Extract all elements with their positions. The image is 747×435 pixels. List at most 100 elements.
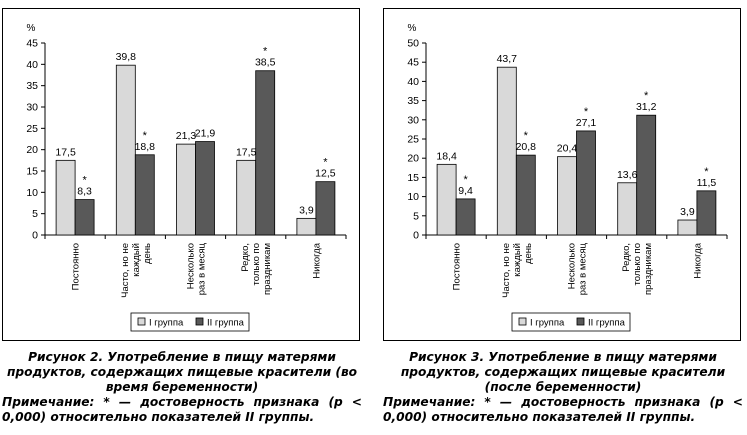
c2-category-label: Никогда — [692, 242, 703, 278]
caption-block-2: Рисунок 3. Употребление в пищу матерями … — [383, 350, 743, 425]
c2-bar — [557, 156, 577, 236]
c2-y-tick-label: 35 — [407, 95, 419, 107]
c2-y-tick-label: 5 — [413, 210, 419, 222]
c2-y-tick-label: 30 — [407, 114, 419, 126]
c1-bar — [296, 217, 317, 236]
c1-category-label: Несколькораз в месяц — [186, 242, 208, 295]
c2-bar — [455, 198, 476, 236]
c1-category-label-line: каждый — [131, 243, 142, 277]
c1-y-tick-label: 30 — [26, 102, 38, 114]
c1-data-label: 8,3 — [77, 186, 92, 198]
c1-data-label: 21,9 — [195, 128, 216, 140]
caption-block-1: Рисунок 2. Употребление в пищу матерями … — [2, 350, 362, 425]
c2-bar — [496, 66, 517, 236]
c2-y-tick-label: 0 — [413, 230, 419, 242]
c1-category-label: Редко,только попраздникам — [240, 243, 273, 295]
c2-y-tick-label: 15 — [407, 172, 419, 184]
c2-data-label: 20,4 — [557, 143, 578, 155]
c2-category-label-line: Редко, — [621, 243, 632, 272]
c2-category-label-line: Часто, но не — [501, 243, 512, 298]
c2-legend-box — [511, 312, 631, 332]
c1-category-label-line: Несколько — [186, 243, 197, 289]
c1-y-tick-label: 45 — [26, 38, 38, 50]
c1-y-tick-label: 20 — [26, 144, 38, 156]
c1-bar — [315, 181, 336, 236]
chart-2-svg: %0510152025303540455018,49,4*Постоянно43… — [407, 23, 728, 332]
chart-panel-1: % 0 5 10 15 20 25 30 35 40 45 17,5 8,3 * Постоянно 39,8… — [2, 8, 360, 341]
c2-data-label: 11,5 — [697, 177, 717, 189]
c1-data-label: 39,8 — [116, 51, 137, 63]
c2-legend-label: I группа — [530, 318, 565, 329]
c1-data-label: 17,5 — [55, 146, 76, 158]
c2-bar — [696, 190, 717, 236]
c1-category-label-line: день — [142, 243, 153, 264]
figure-note-2: Примечание: * — достоверность признака (… — [383, 395, 743, 424]
c1-significance-mark: * — [82, 175, 87, 187]
c1-y-tick-label: 5 — [32, 208, 38, 220]
c1-y-tick-label: 25 — [26, 123, 38, 135]
c1-category-label-line: только по — [251, 243, 262, 285]
c2-bar — [677, 219, 698, 236]
c1-data-label: 17,5 — [236, 146, 257, 158]
c2-category-label-line: Постоянно — [452, 243, 463, 290]
c1-category-label-line: праздникам — [262, 243, 273, 295]
c2-y-tick-label: 20 — [407, 153, 419, 165]
c1-legend-label: I группа — [149, 318, 184, 329]
figure-caption-1: Рисунок 2. Употребление в пищу матерями … — [6, 350, 358, 394]
c2-data-label: 9,4 — [458, 185, 473, 197]
c2-significance-mark: * — [704, 166, 709, 178]
c1-category-label-line: Часто, но не — [120, 243, 131, 298]
c2-data-label: 20,8 — [516, 141, 537, 153]
c2-y-tick-label: 10 — [407, 191, 419, 203]
c2-y-tick-label: 40 — [407, 76, 419, 88]
c2-y-tick-label: 25 — [407, 134, 419, 146]
c2-significance-mark: * — [463, 174, 468, 186]
c1-bar — [255, 70, 276, 236]
figure-note-1: Примечание: * — достоверность признака (… — [2, 395, 362, 424]
c1-data-label: 18,8 — [135, 141, 156, 153]
c2-category-label: Редко,только попраздникам — [621, 243, 654, 295]
c1-category-label-line: раз в месяц — [197, 242, 208, 295]
c1-legend-box — [130, 312, 250, 332]
c1-category-label: Никогда — [311, 242, 322, 278]
c2-data-label: 18,4 — [436, 150, 457, 162]
c2-category-label-line: раз в месяц — [578, 242, 589, 295]
c1-legend-swatch — [137, 317, 146, 326]
c1-ylabel: % — [27, 23, 36, 34]
c2-data-label: 3,9 — [680, 206, 695, 218]
c1-bar — [55, 159, 76, 236]
chart-panel-2: % 0 5 10 15 20 25 30 35 40 45 50 18,4 9,4 * Постоянно 43… — [383, 8, 741, 341]
c1-y-tick-label: 40 — [26, 59, 38, 71]
c1-legend-label: II группа — [207, 318, 245, 329]
c2-data-label: 43,7 — [497, 53, 518, 65]
c1-significance-mark: * — [143, 130, 148, 142]
c1-significance-mark: * — [263, 46, 268, 58]
c2-significance-mark: * — [644, 90, 649, 102]
c1-y-tick-label: 15 — [26, 166, 38, 178]
c1-bar — [176, 143, 196, 236]
c2-category-label: Постоянно — [452, 243, 463, 290]
c1-bar — [236, 159, 257, 236]
c2-y-tick-label: 45 — [407, 57, 419, 69]
c2-legend-label: II группа — [588, 318, 626, 329]
c2-category-label-line: Несколько — [567, 243, 578, 289]
c2-data-label: 31,2 — [636, 101, 657, 113]
c1-category-label-line: Редко, — [240, 243, 251, 272]
c2-significance-mark: * — [524, 130, 529, 142]
c1-data-label: 3,9 — [299, 204, 314, 216]
c1-data-label: 12,5 — [315, 168, 336, 180]
c1-bar — [134, 154, 155, 236]
c1-data-label: 21,3 — [176, 130, 197, 142]
c1-bar — [115, 64, 136, 236]
c1-category-label-line: Никогда — [311, 242, 322, 278]
c1-category-label: Постоянно — [71, 243, 82, 290]
c2-category-label: Несколькораз в месяц — [567, 242, 589, 295]
c2-ylabel: % — [408, 23, 417, 34]
c2-significance-mark: * — [584, 106, 589, 118]
c2-category-label-line: Никогда — [692, 242, 703, 278]
c1-significance-mark: * — [323, 157, 328, 169]
c2-y-tick-label: 50 — [407, 38, 419, 50]
c1-data-label: 38,5 — [255, 57, 276, 69]
c1-y-tick-label: 0 — [32, 230, 38, 242]
c2-legend-swatch — [518, 317, 527, 326]
